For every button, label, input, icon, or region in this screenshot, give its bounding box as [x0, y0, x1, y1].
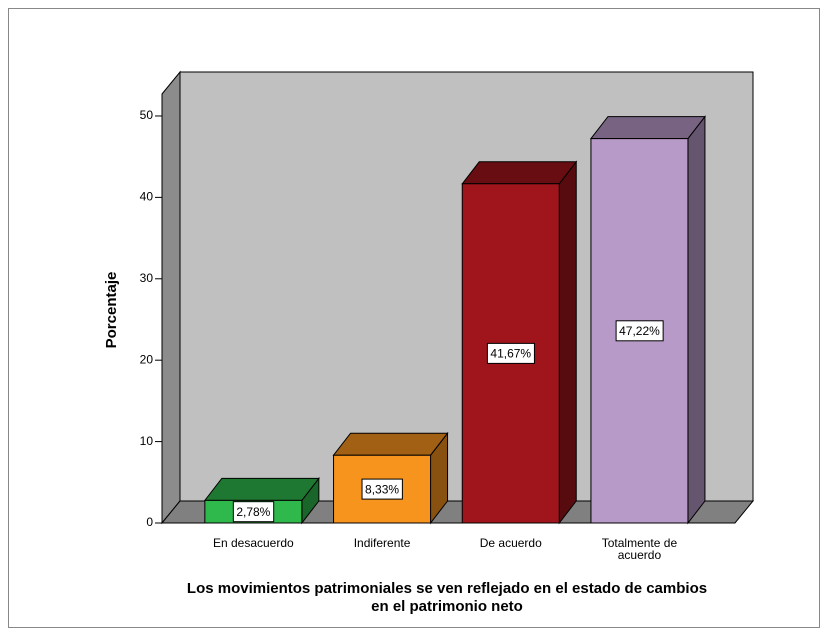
x-tick-label: En desacuerdo — [212, 536, 294, 550]
x-tick-label: Indiferente — [353, 536, 411, 550]
bar — [461, 160, 578, 525]
left-wall — [161, 70, 181, 525]
bar-top — [203, 477, 320, 501]
y-tick-label: 30 — [140, 271, 154, 285]
x-tick-label: Totalmente de acuerdo — [601, 536, 678, 562]
bar — [589, 115, 706, 525]
bar-top — [589, 116, 706, 140]
bar-top — [461, 161, 578, 185]
value-label: 2,78% — [236, 505, 270, 519]
y-tick-label: 20 — [140, 352, 154, 366]
value-label-box — [486, 342, 535, 364]
y-tick-label: 0 — [146, 515, 153, 529]
x-tick-label: De acuerdo — [479, 536, 542, 550]
bar-side — [558, 160, 577, 525]
y-axis-title: Porcentaje — [103, 272, 120, 349]
bar — [332, 431, 449, 525]
x-axis-title: Los movimientos patrimoniales se ven ref… — [186, 580, 708, 615]
y-tick-label: 10 — [140, 434, 154, 448]
value-label: 41,67% — [490, 347, 531, 361]
value-label-box — [232, 501, 275, 523]
value-label-box — [615, 320, 664, 342]
y-tick-label: 50 — [140, 108, 154, 122]
value-label: 8,33% — [365, 482, 399, 496]
value-label: 47,22% — [619, 324, 660, 338]
bar-side — [687, 115, 706, 525]
y-tick-label: 40 — [140, 190, 154, 204]
bar-top — [332, 432, 449, 456]
value-label-box — [361, 478, 403, 500]
